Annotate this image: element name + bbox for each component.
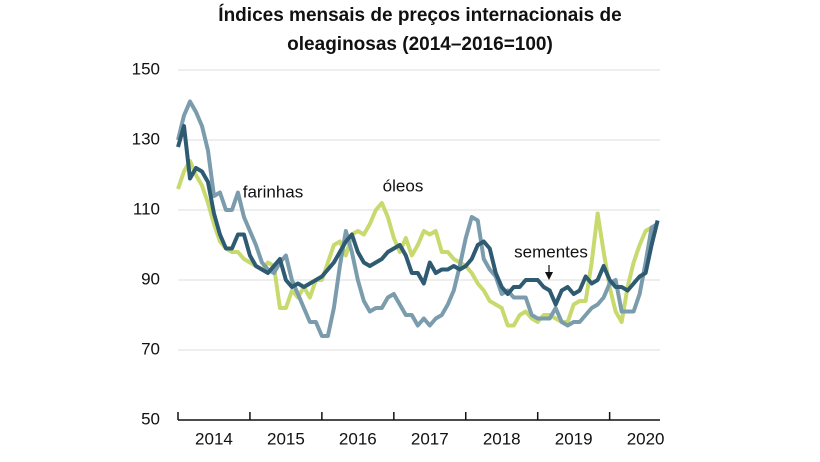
series-label: farinhas xyxy=(243,182,303,201)
x-tick-label: 2018 xyxy=(483,429,521,448)
y-tick-label: 150 xyxy=(132,59,160,78)
y-tick-label: 50 xyxy=(141,409,160,428)
x-tick-label: 2014 xyxy=(195,429,233,448)
y-tick-label: 90 xyxy=(141,269,160,288)
x-tick-label: 2019 xyxy=(555,429,593,448)
label-arrow-head xyxy=(545,272,553,280)
y-tick-label: 110 xyxy=(133,199,160,218)
y-tick-label: 130 xyxy=(132,129,160,148)
series-line xyxy=(176,99,659,338)
series-line xyxy=(176,124,660,307)
chart-title: oleaginosas (2014–2016=100) xyxy=(287,34,553,55)
x-tick-label: 2017 xyxy=(411,429,449,448)
series-label: óleos xyxy=(383,176,424,195)
x-tick-label: 2015 xyxy=(267,429,305,448)
x-tick-label: 2020 xyxy=(627,429,665,448)
chart-title: Índices mensais de preços internacionais… xyxy=(218,4,621,26)
series-label: sementes xyxy=(514,242,588,261)
x-tick-label: 2016 xyxy=(339,429,377,448)
y-tick-label: 70 xyxy=(141,339,160,358)
